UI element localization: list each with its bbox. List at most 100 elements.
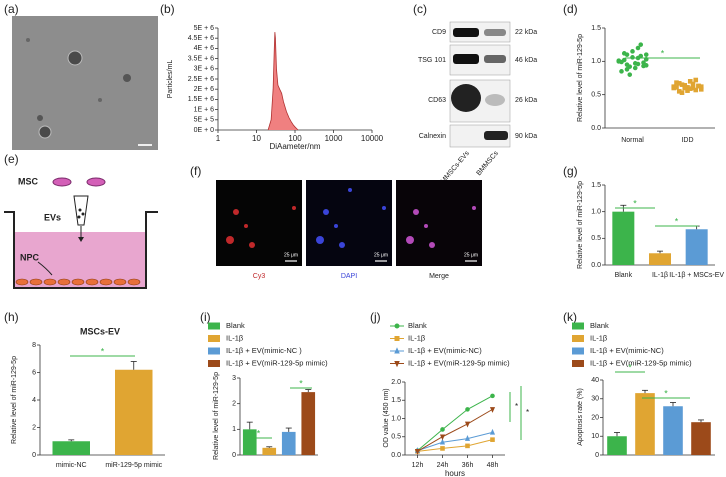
y-axis-label: Relative level of miR-129-5p [11,356,18,444]
x-tick-label: 12h [412,462,424,469]
marker [635,45,641,51]
significance-star: * [675,216,679,226]
x-axis-label: DiAameter/nm [269,142,320,151]
x-tick-label: miR-129-5p mimic [105,462,162,469]
y-axis-label: Relative level of miR-129-5p [577,34,584,122]
legend-label: IL-1β + EV(mimic-NC) [590,346,664,355]
y-tick-label: 2.0 [391,379,401,386]
y-tick-label: 40 [591,377,599,384]
y-tick-label: 30 [591,396,599,403]
marker [627,72,633,77]
y-tick-label: 0.0 [391,452,401,459]
y-tick-label: 1.0 [391,415,401,422]
marker [630,55,635,60]
protein-label: CD9 [432,29,446,36]
bar [663,406,683,455]
panel-label: (b) [160,2,175,16]
marker [696,83,701,89]
significance-star: * [633,198,637,208]
x-tick-label: 36h [462,462,474,469]
panel-label: (d) [563,2,578,16]
protein-label: TSG 101 [418,57,446,64]
y-tick-label: 3.5E + 6 [188,55,214,62]
marker [619,69,624,74]
marker [624,67,630,72]
y-tick-label: 1.5E + 6 [188,96,214,103]
channel-label: Merge [429,273,449,280]
x-tick-label: IL-1β [652,272,668,279]
channel-label: Cy3 [253,273,266,280]
channel-label: DAPI [341,273,357,280]
y-tick-label: 1E + 6 [194,106,215,113]
marker [464,421,471,428]
size-label: 22 kDa [515,29,537,36]
y-tick-label: 0.5 [591,92,601,99]
significance-star: * [257,428,261,438]
marker [635,61,641,67]
y-tick-label: 4 [32,397,36,404]
tem-image [12,16,158,150]
ev-label: EVs [44,212,61,222]
y-tick-label: 6 [32,369,36,376]
legend-swatch [572,335,584,342]
protein-label: CD63 [428,97,446,104]
legend-swatch [572,347,584,355]
panel-label: (a) [4,2,19,16]
size-label: 46 kDa [515,57,537,64]
y-axis-label: Relative level of miR-129-5p [213,372,220,460]
legend-label: IL-1β + EV(mimic-NC) [408,346,482,355]
marker [638,53,644,59]
y-tick-label: 8 [32,342,36,349]
legend-label: Blank [590,321,609,330]
significance-star: * [628,362,632,372]
marker [394,323,400,329]
panel-label: (h) [4,310,19,324]
significance-star: * [101,346,105,356]
marker [439,434,446,441]
panel-label: (g) [563,164,578,178]
legend-label: IL-1β [408,333,426,342]
line [417,408,493,452]
bar [115,369,153,455]
marker [489,428,496,435]
x-tick-label: 24h [437,462,449,469]
bar [52,441,90,455]
y-tick-label: 0 [32,452,36,459]
fluorescence-images [216,180,482,266]
x-tick-label: IDD [681,137,693,144]
marker [630,49,635,54]
marker [676,81,682,86]
legend-label: Blank [226,321,245,330]
legend-swatch [208,322,220,330]
y-tick-label: 2.5E + 6 [188,76,214,83]
npc-label: NPC [20,252,40,262]
x-tick-label: Blank [615,272,633,279]
size-label: 26 kDa [515,97,537,104]
significance-star: * [526,408,529,417]
y-axis-label: Relative level of miR-129-5p [577,181,584,269]
x-tick-label: 10 [252,134,261,143]
cell-label: MSC [18,176,39,186]
lane-label: BMMSCs [476,150,501,178]
bar [281,431,296,455]
legend-swatch [572,322,584,330]
marker [627,64,633,69]
y-tick-label: 1 [232,426,236,433]
marker [440,446,445,451]
y-tick-label: 0.5 [391,434,401,441]
y-tick-label: 2 [32,424,36,431]
x-tick-label: 1000 [325,134,343,143]
line [417,439,493,452]
marker [414,449,421,455]
y-tick-label: 1.0 [591,58,601,65]
y-tick-label: 10 [591,433,599,440]
western-blot [449,21,511,148]
significance-star: * [661,48,665,58]
y-tick-label: 4.5E + 6 [188,35,214,42]
bar [262,447,277,455]
marker [464,435,471,441]
marker [439,438,446,445]
y-tick-label: 3 [232,375,236,382]
area [267,32,299,131]
